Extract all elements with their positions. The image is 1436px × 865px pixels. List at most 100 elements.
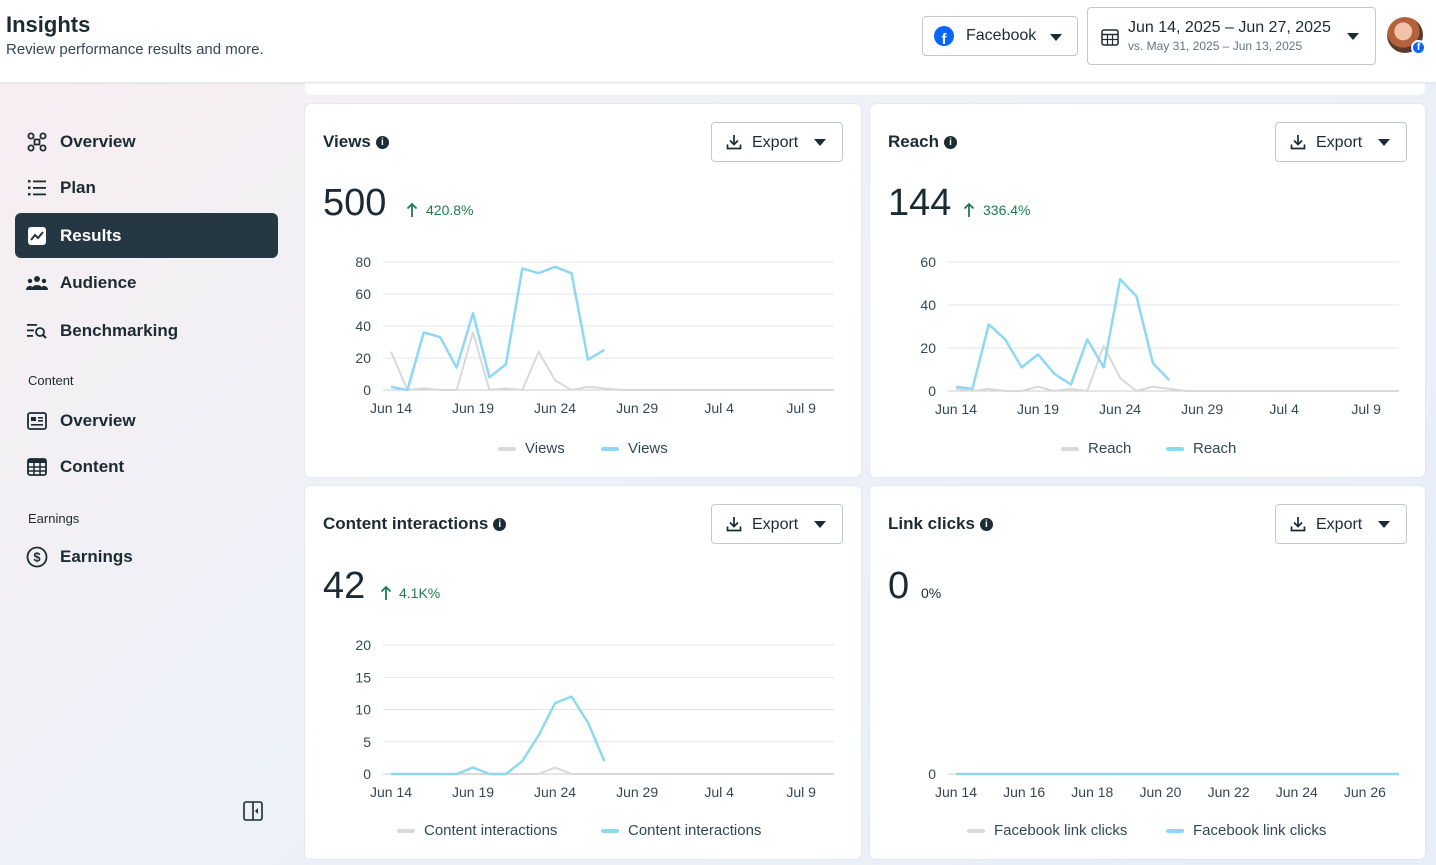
metric-delta-text: 0%: [921, 585, 942, 601]
card-title: Views i: [323, 132, 389, 152]
x-tick-label: Jun 14: [935, 784, 977, 800]
series-line-current[interactable]: [955, 277, 1171, 391]
series-line-previous[interactable]: [390, 331, 834, 391]
link-clicks-chart: 0 Jun 14 Jun 16 Jun 18 Jun 20 Jun 22 Jun 24 Jun…: [928, 766, 1399, 800]
card-icon: [26, 410, 48, 432]
legend-item-current[interactable]: Facebook link clicks: [1166, 822, 1326, 839]
caret-down-icon: [1050, 34, 1062, 41]
x-tick-label: Jun 20: [1139, 784, 1181, 800]
section-label-earnings: Earnings: [28, 511, 80, 526]
export-label: Export: [752, 134, 799, 151]
sidebar-item-label: Earnings: [60, 546, 133, 566]
y-tick-label: 60: [355, 286, 371, 302]
legend-label: Reach: [1088, 440, 1132, 457]
x-tick-label: Jun 18: [1071, 784, 1113, 800]
x-tick-label: Jun 14: [370, 784, 412, 800]
dollar-icon: $: [26, 546, 48, 568]
metric-delta-text: 4.1K%: [399, 585, 441, 601]
x-tick-label: Jun 24: [534, 400, 576, 416]
trend-icon: [26, 225, 48, 247]
metric-delta-text: 420.8%: [426, 202, 474, 218]
card-title: Content interactions i: [323, 514, 507, 534]
export-button[interactable]: Export: [1275, 504, 1407, 544]
legend-item-current[interactable]: Views: [601, 440, 668, 457]
metric-value: 0: [888, 565, 910, 607]
legend-swatch: [601, 828, 619, 833]
date-range-select[interactable]: Jun 14, 2025 – Jun 27, 2025 vs. May 31, …: [1087, 7, 1376, 65]
series-line-current[interactable]: [390, 265, 605, 392]
card-title: Link clicks i: [888, 514, 993, 534]
sidebar-item-content-overview[interactable]: Overview: [15, 398, 278, 443]
sidebar-item-audience[interactable]: Audience: [15, 260, 278, 305]
y-tick-label: 80: [355, 254, 371, 270]
download-icon: [726, 135, 742, 150]
y-tick-label: 60: [920, 254, 936, 270]
download-icon: [1290, 517, 1306, 532]
y-tick-label: 20: [920, 340, 936, 356]
sidebar-item-content[interactable]: Content: [15, 444, 278, 489]
export-label: Export: [752, 516, 799, 533]
compare-range-label: vs. May 31, 2025 – Jun 13, 2025: [1128, 39, 1303, 53]
series-line-current[interactable]: [391, 695, 606, 776]
legend-swatch: [1061, 446, 1079, 451]
caret-down-icon: [1347, 33, 1359, 40]
download-icon: [726, 517, 742, 532]
avatar[interactable]: f: [1387, 17, 1426, 55]
sidebar-item-label: Overview: [60, 131, 136, 151]
y-tick-label: 20: [355, 637, 371, 653]
info-icon[interactable]: i: [979, 517, 993, 531]
people-icon: [26, 272, 48, 294]
platform-select[interactable]: f Facebook: [922, 16, 1078, 56]
list-icon: [26, 177, 48, 199]
x-tick-label: Jun 29: [616, 400, 658, 416]
collapse-sidebar-icon[interactable]: [242, 800, 264, 822]
metric-delta: 0%: [921, 585, 941, 601]
x-tick-label: Jul 4: [1269, 401, 1299, 417]
legend-label: Facebook link clicks: [1193, 822, 1327, 839]
sidebar-item-label: Overview: [60, 410, 136, 430]
export-button[interactable]: Export: [711, 122, 843, 162]
reach-chart: 0 20 40 60 Jun 14 Jun 19 Jun 24 Jun 29 Jul 4 Jul …: [920, 254, 1399, 417]
x-tick-label: Jun 16: [1003, 784, 1045, 800]
export-button[interactable]: Export: [1275, 122, 1407, 162]
info-icon[interactable]: i: [493, 517, 507, 531]
arrow-up-icon: [406, 202, 418, 217]
arrow-up-icon: [380, 585, 392, 600]
series-line-previous[interactable]: [391, 766, 834, 775]
download-icon: [1290, 135, 1306, 150]
legend-item-previous[interactable]: Content interactions: [397, 822, 557, 839]
content-interactions-card: Content interactions i Export 42 4.1K% 0…: [305, 486, 861, 859]
legend-item-previous[interactable]: Views: [498, 440, 565, 457]
arrow-up-icon: [963, 202, 975, 217]
info-icon[interactable]: i: [375, 135, 389, 149]
legend-label: Views: [628, 440, 668, 457]
legend-label: Reach: [1193, 440, 1237, 457]
table-icon: [26, 456, 48, 478]
sidebar-item-earnings[interactable]: $ Earnings: [15, 534, 278, 579]
legend-label: Content interactions: [424, 822, 558, 839]
series-line-previous[interactable]: [955, 344, 1399, 392]
legend-label: Facebook link clicks: [994, 822, 1128, 839]
x-tick-label: Jun 24: [534, 784, 576, 800]
legend-item-previous[interactable]: Reach: [1061, 440, 1131, 457]
legend-item-current[interactable]: Reach: [1166, 440, 1236, 457]
sidebar-item-benchmarking[interactable]: Benchmarking: [15, 308, 278, 353]
info-icon[interactable]: i: [944, 135, 958, 149]
export-button[interactable]: Export: [711, 504, 843, 544]
x-tick-label: Jul 9: [1351, 401, 1381, 417]
x-tick-label: Jun 24: [1276, 784, 1318, 800]
legend-swatch: [498, 446, 516, 451]
y-tick-label: 5: [363, 734, 371, 750]
sidebar: Overview Plan Results Audience Benchmark…: [0, 83, 293, 865]
legend-item-current[interactable]: Content interactions: [601, 822, 761, 839]
y-tick-label: 40: [355, 318, 371, 334]
sidebar-item-plan[interactable]: Plan: [15, 165, 278, 210]
overview-icon: [26, 131, 48, 153]
x-tick-label: Jun 24: [1099, 401, 1141, 417]
legend-item-previous[interactable]: Facebook link clicks: [967, 822, 1127, 839]
legend-swatch: [1166, 828, 1184, 833]
sidebar-item-overview[interactable]: Overview: [15, 119, 278, 164]
sidebar-item-results[interactable]: Results: [15, 213, 278, 258]
svg-text:$: $: [33, 549, 41, 564]
sidebar-item-label: Benchmarking: [60, 320, 179, 340]
